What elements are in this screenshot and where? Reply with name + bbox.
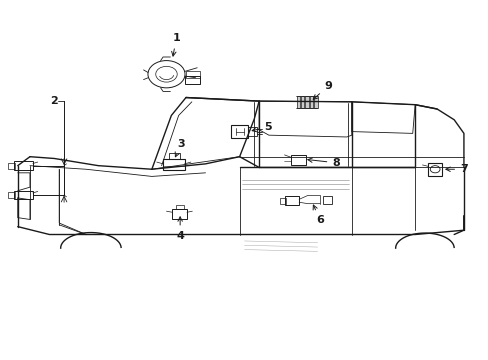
- Text: 2: 2: [50, 96, 58, 106]
- Bar: [309, 96, 313, 108]
- Bar: [301, 96, 304, 108]
- Bar: [8, 163, 15, 168]
- Bar: [285, 197, 299, 205]
- Text: 6: 6: [312, 205, 324, 225]
- Bar: [176, 205, 183, 209]
- Text: 7: 7: [445, 164, 467, 174]
- Bar: [8, 192, 15, 198]
- Bar: [230, 125, 248, 138]
- Bar: [172, 209, 186, 219]
- Bar: [185, 71, 199, 78]
- Bar: [296, 96, 300, 108]
- Bar: [427, 163, 441, 176]
- Text: 4: 4: [176, 217, 183, 240]
- Bar: [163, 159, 184, 170]
- Bar: [314, 96, 317, 108]
- Bar: [279, 198, 285, 204]
- Bar: [305, 96, 308, 108]
- Text: 5: 5: [252, 122, 271, 132]
- Text: 3: 3: [175, 139, 184, 157]
- Bar: [14, 191, 33, 199]
- Bar: [322, 197, 331, 204]
- Text: 9: 9: [313, 81, 332, 99]
- Text: 1: 1: [171, 33, 180, 56]
- Bar: [184, 76, 199, 84]
- Bar: [291, 155, 305, 165]
- Bar: [14, 161, 33, 170]
- Bar: [248, 127, 257, 136]
- Text: 8: 8: [307, 158, 339, 168]
- Bar: [168, 153, 179, 159]
